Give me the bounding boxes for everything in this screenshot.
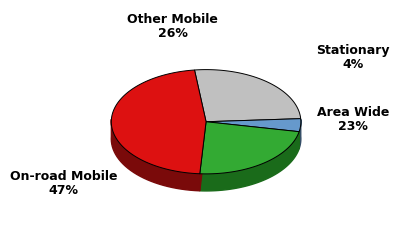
Text: Other Mobile: Other Mobile <box>127 13 218 26</box>
Polygon shape <box>200 132 299 191</box>
Text: Stationary: Stationary <box>316 44 390 57</box>
Polygon shape <box>200 122 299 174</box>
Text: 23%: 23% <box>338 120 368 133</box>
Polygon shape <box>206 119 301 132</box>
Polygon shape <box>200 122 206 191</box>
Polygon shape <box>111 70 206 174</box>
Polygon shape <box>206 122 299 149</box>
Polygon shape <box>206 122 299 149</box>
Text: 26%: 26% <box>158 27 188 40</box>
Polygon shape <box>200 122 206 191</box>
Polygon shape <box>111 119 200 191</box>
Text: 4%: 4% <box>342 58 363 71</box>
Text: On-road Mobile: On-road Mobile <box>10 170 118 183</box>
Polygon shape <box>299 119 301 149</box>
Polygon shape <box>195 69 301 122</box>
Text: 47%: 47% <box>49 184 79 197</box>
Text: Area Wide: Area Wide <box>317 106 389 119</box>
